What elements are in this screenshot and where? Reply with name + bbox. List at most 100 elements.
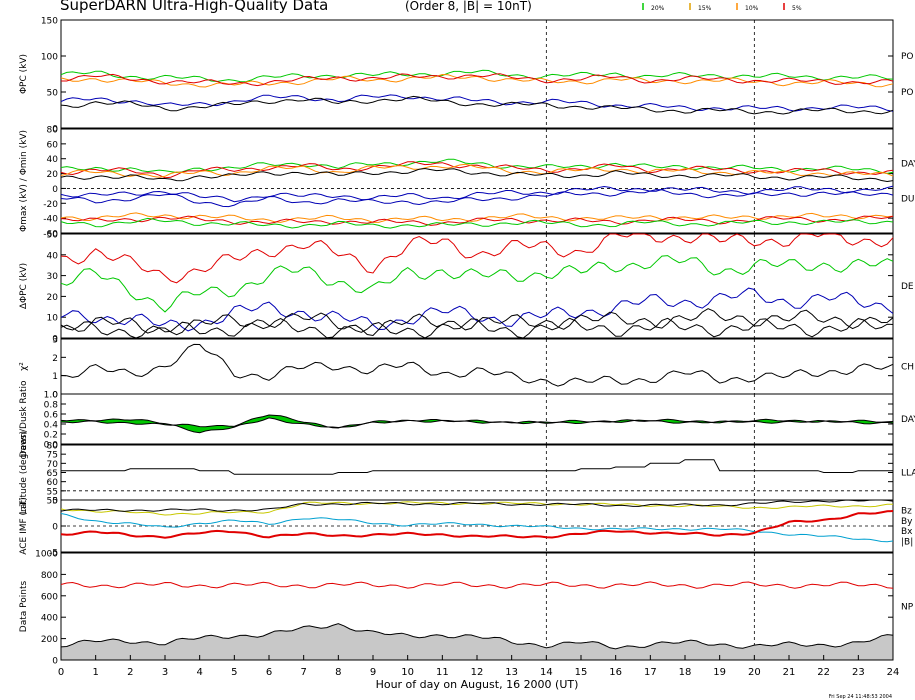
x-tick-label: 21	[783, 667, 796, 678]
series-line	[60, 510, 894, 539]
y-tick-label: 200	[41, 635, 58, 645]
y-tick-label: 20	[47, 170, 59, 180]
y-tick-label: 65	[47, 469, 58, 479]
right-label: DAY	[901, 415, 915, 425]
x-tick-label: 16	[609, 667, 622, 678]
series-line	[60, 163, 894, 178]
legend-label: 15%	[698, 5, 712, 12]
x-tick-label: 3	[162, 667, 168, 678]
y-tick-label: 2	[52, 354, 58, 364]
series-line	[60, 212, 894, 223]
y-tick-label: 400	[41, 614, 58, 624]
ratio-fill	[61, 415, 893, 433]
series-line	[60, 217, 894, 229]
y-tick-label: 600	[41, 592, 58, 602]
series-line	[60, 513, 894, 543]
right-label: PO	[901, 88, 914, 98]
x-tick-label: 12	[471, 667, 484, 678]
series-line	[60, 417, 894, 434]
y-axis-label: ΦPC (kV)	[19, 54, 29, 94]
y-tick-label: 50	[47, 231, 59, 241]
x-tick-label: 19	[713, 667, 726, 678]
y-tick-label: 150	[41, 17, 58, 27]
y-axis-label: χ²	[19, 362, 29, 371]
y-tick-label: 100	[41, 53, 58, 63]
legend-item: 15%	[689, 3, 712, 12]
y-tick-label: 0	[52, 125, 58, 135]
x-tick-label: 6	[266, 667, 272, 678]
y-tick-label: 50	[47, 89, 59, 99]
y-tick-label: 20	[47, 293, 59, 303]
series-line	[60, 69, 894, 83]
y-tick-label: 1000	[35, 550, 58, 560]
y-axis-label: Latitude (degrees)	[19, 431, 29, 514]
series-line	[60, 185, 894, 203]
y-tick-label: -5	[49, 549, 58, 559]
panel-phi-pc: 150 100 50 0 ΦPC (kV) PO PO	[19, 17, 914, 135]
legend-label: 20%	[651, 5, 665, 12]
series-line	[60, 189, 894, 208]
y-tick-label: 50	[47, 497, 59, 507]
y-tick-label: 0	[52, 391, 58, 401]
y-tick-label: 70	[47, 460, 59, 470]
right-label: DU	[901, 194, 915, 204]
x-tick-label: 10	[401, 667, 414, 678]
series-line	[60, 233, 894, 284]
series-line	[60, 95, 894, 115]
x-tick-label: 13	[505, 667, 518, 678]
y-axis-label: ΔΦPC (kV)	[19, 263, 29, 309]
series-line	[60, 499, 894, 512]
x-tick-label: 0	[58, 667, 64, 678]
right-label: LLA	[901, 469, 915, 479]
right-label: Bz	[901, 506, 912, 516]
right-label: Bx	[901, 527, 913, 537]
y-tick-label: 1	[52, 372, 58, 382]
series-line	[60, 343, 894, 387]
y-tick-label: 0.6	[44, 411, 59, 421]
y-tick-label: 3	[52, 336, 58, 346]
y-axis-label: Dawn/Dusk Ratio	[19, 380, 29, 458]
series-line	[60, 167, 894, 183]
right-label: PO	[901, 52, 914, 62]
series-line	[60, 255, 894, 313]
threshold-legend: 20% 15% 10% 5%	[642, 3, 802, 12]
x-tick-label: 4	[196, 667, 202, 678]
x-axis: 0 1 2 3 4 5 6 7 8 9 10 11 12 13 14 15 16 17 18 19 20 21 22 23 24	[58, 655, 899, 678]
legend-label: 10%	[745, 5, 759, 12]
timestamp: Fri Sep 24 11:48:53 2004	[829, 694, 892, 700]
right-label: DAY	[901, 160, 915, 170]
x-tick-label: 18	[679, 667, 692, 678]
right-label: DE	[901, 282, 914, 292]
y-tick-label: 0	[52, 185, 58, 195]
y-tick-label: 0.2	[44, 431, 58, 441]
y-tick-label: -60	[43, 230, 58, 240]
x-tick-label: 11	[436, 667, 449, 678]
series-area	[60, 623, 894, 661]
series-line	[60, 317, 894, 339]
panel-frame	[60, 128, 894, 234]
y-tick-label: -40	[43, 215, 58, 225]
panel-dawn-dusk-ratio: 1.00.80.60.40.20.0 Dawn/Dusk Ratio DAY	[19, 380, 915, 458]
panel-phi-max-min: 80 60 40 20 0 -20 -40 -60 Φmax (kV) / Φmin (kV) D…	[19, 126, 915, 240]
panel-frame	[60, 233, 894, 339]
y-tick-label: 0	[52, 523, 58, 533]
series-line	[60, 581, 894, 589]
series-line	[61, 459, 893, 475]
x-tick-label: 14	[540, 667, 553, 678]
series-line	[60, 414, 894, 429]
legend-item: 10%	[736, 3, 759, 12]
y-tick-label: 0	[52, 657, 58, 667]
right-label: |B|	[901, 538, 913, 548]
legend-item: 5%	[783, 3, 802, 12]
y-tick-label: 80	[47, 442, 59, 452]
x-tick-label: 20	[748, 667, 761, 678]
x-tick-label: 23	[852, 667, 865, 678]
series-line	[60, 287, 894, 332]
x-tick-label: 5	[231, 667, 237, 678]
x-tick-label: 9	[370, 667, 376, 678]
series-line	[61, 73, 894, 87]
y-axis-label: Φmax (kV) / Φmin (kV)	[19, 130, 29, 232]
series-line	[60, 308, 894, 337]
series-line	[60, 161, 894, 179]
